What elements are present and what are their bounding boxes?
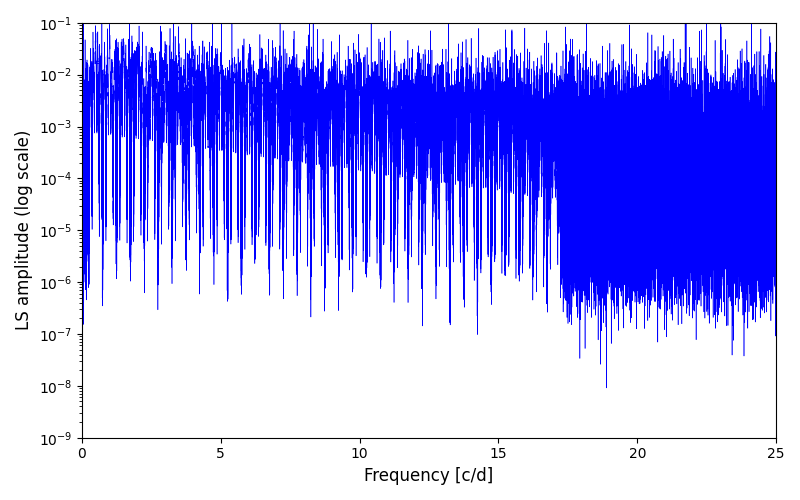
X-axis label: Frequency [c/d]: Frequency [c/d] [364,467,494,485]
Y-axis label: LS amplitude (log scale): LS amplitude (log scale) [15,130,33,330]
